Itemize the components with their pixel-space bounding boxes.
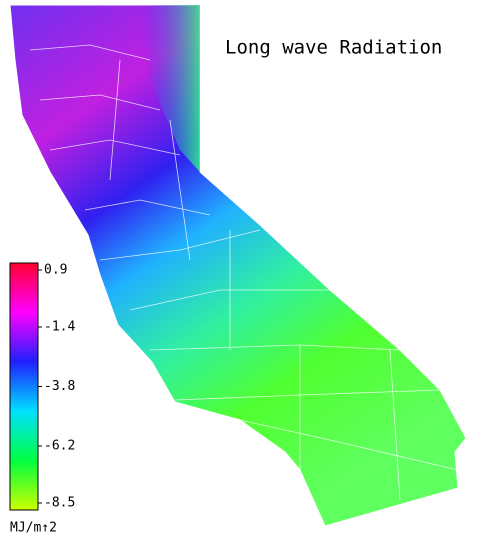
colorbar-tick-label: -3.8	[44, 379, 75, 394]
county-borders	[29, 44, 459, 501]
colorbar-tick-label: 0.9	[44, 263, 67, 278]
colorbar-tick-label: -6.2	[44, 438, 75, 453]
california-region	[9, 4, 467, 527]
colorbar	[9, 262, 39, 511]
colorbar-unit: MJ/m↑2	[10, 521, 57, 536]
colorbar-tick-label: -1.4	[44, 320, 75, 335]
colorbar-tick-label: -8.5	[44, 496, 75, 511]
map-title: Long wave Radiation	[225, 37, 442, 59]
eastern-shading	[140, 5, 200, 172]
